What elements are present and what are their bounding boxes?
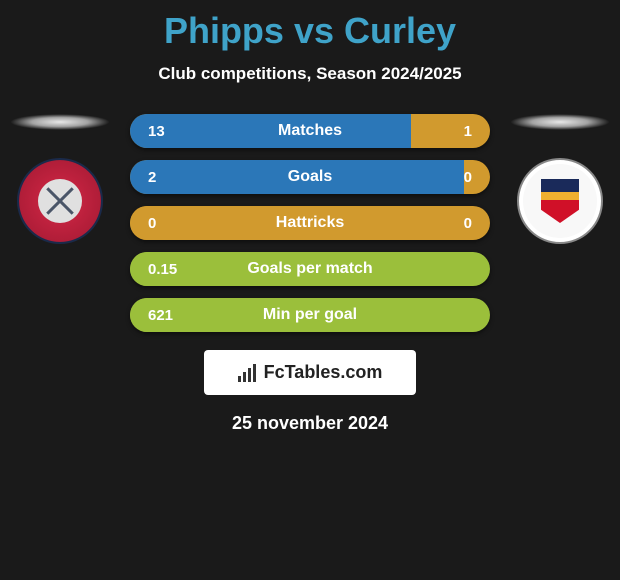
player-shadow-left xyxy=(10,114,110,130)
stat-row: 13Matches 1 xyxy=(130,114,490,148)
shield-icon xyxy=(541,179,579,223)
date-label: 25 november 2024 xyxy=(232,413,388,434)
stat-label: Goals xyxy=(288,168,332,186)
right-team-column xyxy=(510,114,610,244)
hammers-icon xyxy=(42,183,78,219)
stat-row: 0Hattricks0 xyxy=(130,206,490,240)
page-title: Phipps vs Curley xyxy=(0,10,620,52)
footer: FcTables.com 25 november 2024 xyxy=(0,350,620,434)
stat-row: 621Min per goal xyxy=(130,298,490,332)
player-shadow-right xyxy=(510,114,610,130)
stat-right-value xyxy=(472,298,490,332)
badge-inner xyxy=(523,164,597,238)
left-team-column xyxy=(10,114,110,244)
chart-icon xyxy=(238,364,256,382)
stat-label: Hattricks xyxy=(276,214,344,232)
badge-inner xyxy=(38,179,82,223)
stat-left-value: 13 xyxy=(130,114,411,148)
comparison-card: Phipps vs Curley Club competitions, Seas… xyxy=(0,0,620,444)
right-team-badge xyxy=(517,158,603,244)
stat-label: Min per goal xyxy=(263,306,357,324)
stat-row: 0.15Goals per match xyxy=(130,252,490,286)
stat-right-value xyxy=(472,252,490,286)
stat-label: Goals per match xyxy=(247,260,372,278)
content-row: 13Matches12Goals00Hattricks00.15Goals pe… xyxy=(0,114,620,332)
stat-right-value: 1 xyxy=(411,114,490,148)
logo-text: FcTables.com xyxy=(264,362,383,383)
page-subtitle: Club competitions, Season 2024/2025 xyxy=(0,64,620,84)
fctables-logo[interactable]: FcTables.com xyxy=(204,350,417,395)
left-team-badge xyxy=(17,158,103,244)
stat-row: 2Goals0 xyxy=(130,160,490,194)
stats-table: 13Matches12Goals00Hattricks00.15Goals pe… xyxy=(130,114,490,332)
stat-right-value: 0 xyxy=(464,160,490,194)
stat-label: Matches xyxy=(278,122,342,140)
